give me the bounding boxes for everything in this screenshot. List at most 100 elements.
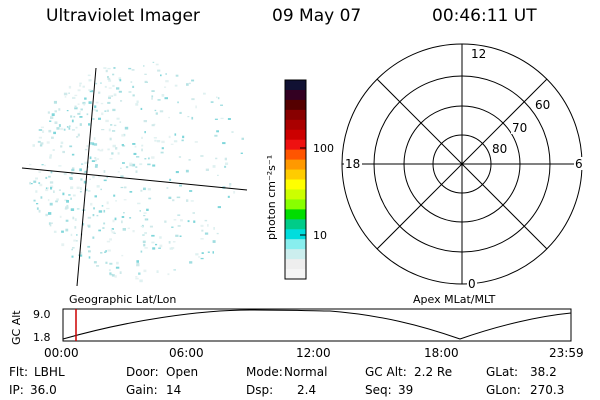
emission-speckle	[187, 116, 190, 118]
emission-speckle	[36, 207, 39, 210]
emission-speckle	[170, 143, 174, 145]
emission-speckle	[100, 252, 103, 254]
emission-speckle	[191, 116, 194, 120]
emission-speckle	[144, 232, 147, 235]
emission-speckle	[164, 97, 168, 100]
emission-speckle	[50, 222, 53, 224]
emission-speckle	[151, 124, 155, 127]
emission-speckle	[165, 80, 169, 83]
emission-speckle	[33, 199, 36, 202]
info-seq-value: 39	[398, 383, 413, 397]
emission-speckle	[85, 188, 88, 192]
emission-speckle	[111, 274, 115, 277]
emission-speckle	[47, 199, 50, 202]
emission-speckle	[69, 176, 73, 179]
emission-speckle	[200, 224, 204, 227]
emission-speckle	[101, 112, 104, 116]
emission-speckle	[168, 241, 171, 244]
emission-speckle	[48, 222, 51, 225]
emission-speckle	[107, 249, 111, 252]
emission-speckle	[113, 124, 117, 127]
emission-speckle	[164, 86, 167, 88]
emission-speckle	[55, 200, 58, 203]
emission-speckle	[169, 178, 172, 181]
emission-speckle	[195, 253, 199, 256]
emission-speckle	[175, 74, 179, 77]
emission-speckle	[179, 111, 182, 114]
emission-speckle	[135, 166, 138, 168]
emission-speckle	[153, 137, 157, 139]
colorbar-block	[285, 269, 306, 280]
emission-speckle	[102, 227, 105, 229]
emission-speckle	[116, 261, 119, 265]
colorbar-block	[285, 179, 306, 190]
emission-speckle	[98, 117, 101, 120]
emission-speckle	[48, 175, 51, 178]
emission-speckle	[64, 96, 67, 98]
emission-speckle	[156, 140, 161, 143]
emission-speckle	[58, 108, 61, 111]
info-ip-value: 36.0	[30, 383, 57, 397]
emission-speckle	[103, 170, 106, 173]
emission-speckle	[58, 189, 61, 191]
emission-speckle	[83, 171, 88, 174]
apex-label: Apex MLat/MLT	[413, 293, 496, 306]
emission-speckle	[140, 189, 143, 192]
emission-speckle	[82, 101, 86, 105]
emission-speckle	[233, 191, 236, 194]
emission-speckle	[47, 111, 50, 114]
emission-speckle	[108, 79, 112, 82]
emission-speckle	[49, 154, 52, 157]
emission-speckle	[76, 240, 78, 242]
emission-speckle	[132, 94, 135, 97]
emission-speckle	[61, 243, 65, 247]
emission-speckle	[151, 234, 155, 237]
emission-speckle	[82, 222, 85, 226]
emission-speckle	[106, 109, 109, 112]
colorbar-block	[285, 189, 306, 200]
emission-speckle	[101, 205, 104, 207]
emission-speckle	[129, 162, 133, 165]
emission-speckle	[46, 187, 49, 189]
emission-speckle	[84, 161, 88, 165]
emission-speckle	[65, 206, 69, 209]
emission-speckle	[106, 207, 110, 210]
emission-speckle	[122, 228, 126, 231]
emission-speckle	[83, 103, 86, 106]
emission-speckle	[108, 96, 111, 99]
emission-speckle	[185, 169, 189, 173]
emission-speckle	[86, 145, 89, 148]
colorbar-block	[285, 259, 306, 270]
emission-speckle	[111, 228, 114, 230]
emission-speckle	[141, 148, 143, 152]
emission-speckle	[109, 273, 113, 276]
emission-speckle	[104, 85, 107, 88]
info-glat-label: GLat:	[486, 365, 518, 379]
emission-speckle	[151, 90, 155, 92]
emission-speckle	[38, 209, 41, 213]
emission-speckle	[119, 79, 122, 82]
emission-speckle	[205, 168, 209, 171]
emission-speckle	[84, 148, 88, 151]
gc-alt-axis-title: GC Alt	[10, 310, 23, 345]
emission-speckle	[86, 113, 89, 116]
emission-speckle	[93, 137, 96, 140]
emission-speckle	[168, 196, 172, 199]
emission-speckle	[172, 241, 176, 243]
emission-speckle	[103, 209, 106, 213]
emission-speckle	[220, 104, 223, 106]
emission-speckle	[177, 214, 181, 216]
emission-speckle	[123, 212, 125, 214]
emission-speckle	[143, 243, 146, 247]
emission-speckle	[108, 128, 111, 132]
emission-speckle	[139, 210, 141, 212]
emission-speckle	[216, 130, 219, 133]
emission-speckle	[207, 224, 209, 227]
colorbar-block	[285, 109, 306, 121]
info-door-value: Open	[166, 365, 198, 379]
emission-speckle	[188, 82, 191, 85]
x-tick-0600: 06:00	[169, 346, 204, 360]
emission-speckle	[141, 136, 143, 139]
emission-speckle	[147, 188, 151, 191]
emission-speckle	[70, 197, 72, 200]
